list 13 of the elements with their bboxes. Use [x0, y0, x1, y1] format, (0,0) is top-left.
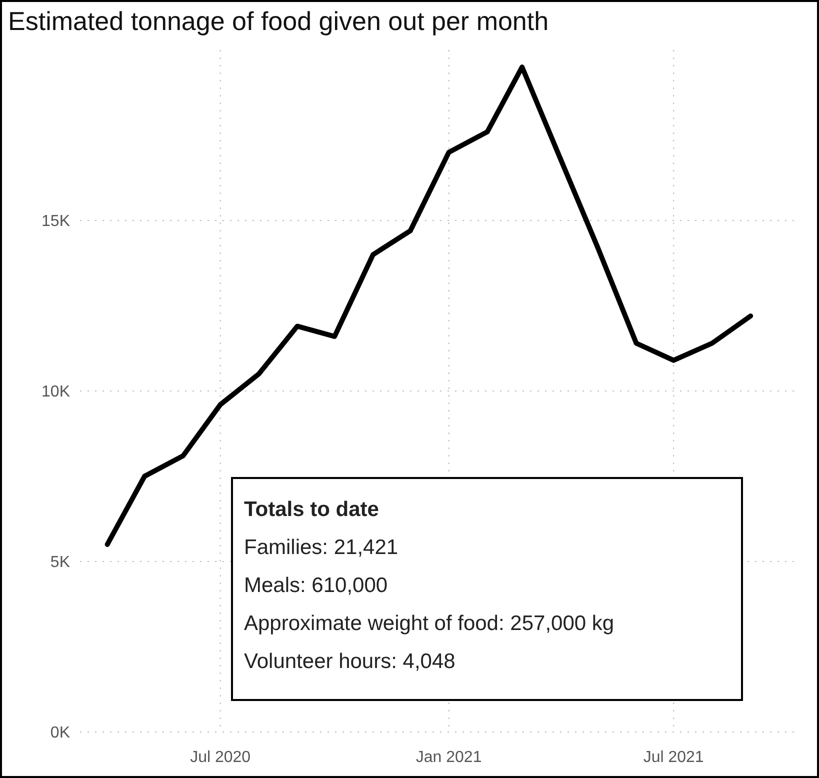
x-tick-label: Jul 2021: [643, 749, 704, 766]
annotation: Approximate weight of food: 257,000 kg: [244, 612, 614, 635]
annotation: Volunteer hours: 4,048: [244, 650, 456, 673]
x-tick-label: Jan 2021: [416, 749, 482, 766]
annotation: Totals to date: [244, 498, 379, 521]
x-tick-label: Jul 2020: [190, 749, 251, 766]
chart-title: Estimated tonnage of food given out per month: [8, 6, 549, 36]
y-tick-label: 5K: [50, 554, 70, 572]
y-tick-label: 15K: [42, 213, 70, 230]
annotation: Families: 21,421: [244, 536, 398, 559]
y-tick-label: 10K: [42, 384, 70, 401]
annotation: Meals: 610,000: [244, 574, 388, 597]
y-tick-label: 0K: [50, 724, 70, 742]
